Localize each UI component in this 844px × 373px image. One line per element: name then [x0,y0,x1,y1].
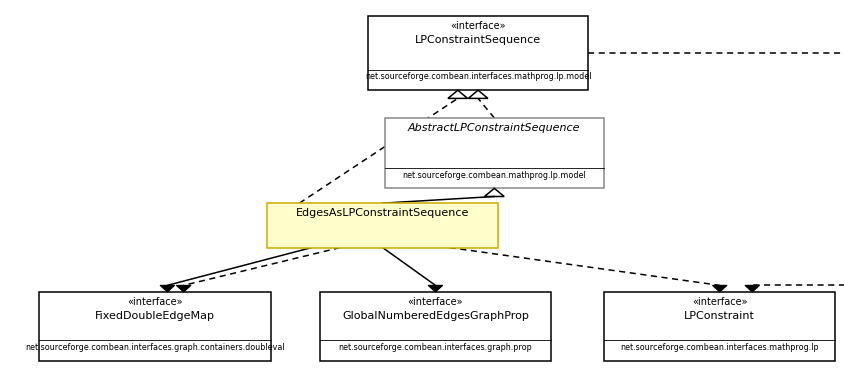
Text: GlobalNumberedEdgesGraphProp: GlobalNumberedEdgesGraphProp [342,311,528,321]
Text: net.sourceforge.combean.interfaces.graph.prop: net.sourceforge.combean.interfaces.graph… [338,343,532,352]
Polygon shape [711,285,726,292]
Text: «interface»: «interface» [450,21,506,31]
Polygon shape [160,285,175,292]
Text: net.sourceforge.combean.interfaces.mathprog.lp: net.sourceforge.combean.interfaces.mathp… [619,343,818,352]
Text: LPConstraint: LPConstraint [684,311,755,321]
Text: net.sourceforge.combean.interfaces.mathprog.lp.model: net.sourceforge.combean.interfaces.mathp… [365,72,591,81]
Text: AbstractLPConstraintSequence: AbstractLPConstraintSequence [408,123,580,133]
Polygon shape [176,285,191,292]
FancyBboxPatch shape [319,292,550,360]
FancyBboxPatch shape [267,203,498,248]
Text: «interface»: «interface» [127,297,183,307]
FancyBboxPatch shape [40,292,271,360]
FancyBboxPatch shape [368,16,587,90]
FancyBboxPatch shape [384,118,603,188]
Polygon shape [744,285,759,292]
FancyBboxPatch shape [603,292,835,360]
Text: EdgesAsLPConstraintSequence: EdgesAsLPConstraintSequence [295,209,468,218]
Text: net.sourceforge.combean.interfaces.graph.containers.doubleval: net.sourceforge.combean.interfaces.graph… [25,343,284,352]
Text: FixedDoubleEdgeMap: FixedDoubleEdgeMap [95,311,215,321]
Text: «interface»: «interface» [407,297,463,307]
Polygon shape [428,285,442,292]
Text: net.sourceforge.combean.mathprog.lp.model: net.sourceforge.combean.mathprog.lp.mode… [402,170,586,179]
Text: LPConstraintSequence: LPConstraintSequence [414,35,540,46]
Text: «interface»: «interface» [691,297,747,307]
